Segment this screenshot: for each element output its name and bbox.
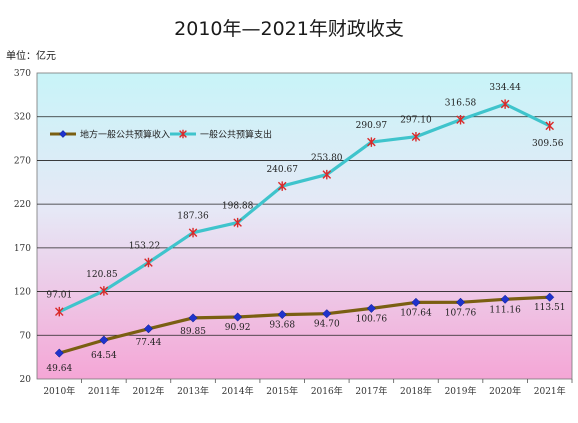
data-point xyxy=(188,227,198,238)
data-point xyxy=(277,181,287,191)
x-tick-label: 2021年 xyxy=(534,385,566,397)
y-tick-label: 220 xyxy=(14,200,31,210)
x-tick-label: 2020年 xyxy=(489,385,521,397)
plot-area xyxy=(36,72,573,380)
data-point xyxy=(500,99,510,109)
x-tick-label: 2017年 xyxy=(355,385,387,397)
data-point xyxy=(545,121,555,131)
x-tick-label: 2015年 xyxy=(266,385,298,397)
data-label: 64.54 xyxy=(91,351,117,361)
data-point xyxy=(233,312,243,322)
data-label: 111.16 xyxy=(489,305,521,315)
data-point xyxy=(99,335,109,345)
data-label: 107.64 xyxy=(400,308,432,318)
chart-title: 2010年—2021年财政收支 xyxy=(174,18,404,40)
y-tick-label: 270 xyxy=(14,156,31,166)
data-point xyxy=(233,217,242,228)
data-point xyxy=(455,297,466,307)
data-label: 240.67 xyxy=(266,165,298,175)
data-label: 297.10 xyxy=(400,116,432,126)
data-point xyxy=(54,348,64,358)
data-point xyxy=(411,297,421,307)
data-point xyxy=(367,137,376,147)
data-label: 100.76 xyxy=(356,314,388,324)
legend-marker xyxy=(179,129,187,139)
series-line-1 xyxy=(58,102,551,314)
data-point xyxy=(188,313,198,323)
data-label: 113.51 xyxy=(534,303,566,313)
x-tick-label: 2019年 xyxy=(445,385,477,397)
data-label: 309.56 xyxy=(532,139,564,149)
x-tick-label: 2012年 xyxy=(133,385,165,397)
data-label: 89.85 xyxy=(180,327,206,337)
y-tick-label: 370 xyxy=(14,69,31,79)
data-label: 97.01 xyxy=(46,291,72,301)
data-point xyxy=(143,324,154,334)
x-tick-label: 2014年 xyxy=(222,385,254,397)
data-label: 49.64 xyxy=(46,364,72,374)
data-label: 107.76 xyxy=(445,308,477,318)
data-point xyxy=(411,131,421,142)
legend-marker xyxy=(59,130,67,138)
data-point xyxy=(456,114,465,125)
data-point xyxy=(366,303,376,313)
legend-label: 一般公共预算支出 xyxy=(200,129,272,141)
y-tick-label: 70 xyxy=(20,331,32,341)
x-tick-label: 2018年 xyxy=(400,385,432,397)
data-label: 290.97 xyxy=(356,121,388,131)
data-label: 77.44 xyxy=(136,338,162,348)
data-label: 198.88 xyxy=(222,202,254,212)
unit-label: 单位：亿元 xyxy=(6,51,56,62)
x-axis: 2010年 2011年 2012年 2013年 2014年 2015年 2016年 2017年… xyxy=(43,379,573,397)
y-tick-label: 20 xyxy=(20,375,32,385)
data-point xyxy=(322,309,332,319)
series-markers xyxy=(54,99,555,358)
data-point xyxy=(545,292,555,302)
data-point xyxy=(54,306,64,317)
data-point xyxy=(322,169,332,180)
data-label: 253.80 xyxy=(311,154,343,164)
x-tick-label: 2010年 xyxy=(43,385,75,397)
data-label: 187.36 xyxy=(177,212,209,222)
y-tick-label: 120 xyxy=(14,288,31,298)
legend-label: 地方一般公共预算收入 xyxy=(80,129,170,141)
data-label: 316.58 xyxy=(445,99,477,109)
y-tick-label: 170 xyxy=(14,244,31,254)
data-point xyxy=(144,257,153,268)
data-label: 93.68 xyxy=(269,321,295,331)
data-label: 153.22 xyxy=(129,242,161,252)
data-label: 334.44 xyxy=(489,83,521,93)
y-tick-label: 320 xyxy=(14,113,31,123)
x-tick-label: 2016年 xyxy=(311,385,343,397)
data-label: 120.85 xyxy=(86,270,118,280)
data-labels: 49.64 64.54 77.44 89.85 90.92 93.68 94.70 100.7… xyxy=(46,83,565,374)
data-label: 90.92 xyxy=(225,323,251,333)
data-point xyxy=(277,310,287,320)
legend: 地方一般公共预算收入 一般公共预算支出 xyxy=(50,129,272,141)
data-point xyxy=(99,286,109,296)
data-point xyxy=(500,294,510,304)
x-tick-label: 2011年 xyxy=(88,385,120,397)
x-tick-label: 2013年 xyxy=(177,385,209,397)
y-axis: 20 70 120 170 220 270 320 370 xyxy=(14,69,31,385)
data-label: 94.70 xyxy=(314,320,340,330)
series-lines xyxy=(58,102,551,355)
series-line-0 xyxy=(58,295,550,355)
